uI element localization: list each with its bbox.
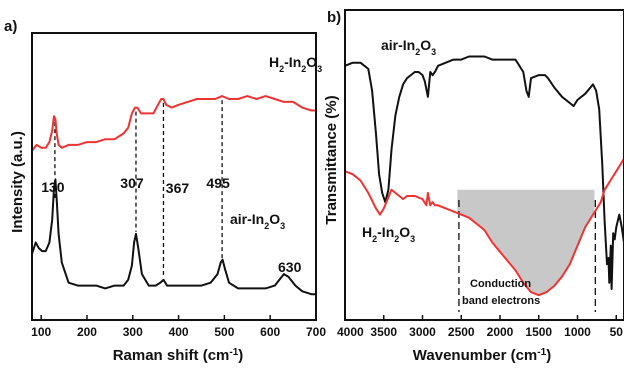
panel-b-label: b) <box>327 9 341 26</box>
panel-b-xlabel-sup: -1 <box>537 347 546 358</box>
panel-a-peak-label: 130 <box>41 179 65 195</box>
panel-b-ftir: b) Transmittance (%) Wavenumber (cm-1) 4… <box>323 9 624 364</box>
panel-b-xtick-label: 4000 <box>337 325 364 339</box>
panel-a-xlabel: Raman shift (cm-1) <box>113 347 244 365</box>
legend-air-sub2: 3 <box>280 221 285 231</box>
panel-a-series-0 <box>31 95 316 152</box>
panel-b-xtick-label: 2000 <box>487 325 514 339</box>
panel-b-frame <box>344 9 624 321</box>
panel-a-xtick-label: 700 <box>306 325 326 339</box>
legend-b-air-sub2: 3 <box>431 47 436 57</box>
panel-b-series-0 <box>344 55 624 290</box>
panel-a-peak-label: 495 <box>206 175 230 191</box>
panel-a-xtick-label: 500 <box>214 325 234 339</box>
legend-h2-sub1: 2 <box>279 64 284 74</box>
panel-a-xlabel-text: Raman shift (cm <box>113 347 230 364</box>
panel-a-peak-label: 367 <box>166 180 190 196</box>
legend-b-h2-sub1: 2 <box>372 234 377 244</box>
legend-b-air-mid: O <box>420 37 431 53</box>
legend-h2-sub2: 2 <box>301 64 306 74</box>
panel-a-series-1 <box>31 178 316 296</box>
panel-b-xtick-label: 3000 <box>409 325 436 339</box>
legend-h2-sub3: 3 <box>317 64 322 74</box>
legend-b-h2-sub3: 3 <box>410 234 415 244</box>
legend-b-h2-post: O <box>399 224 410 240</box>
panel-a-xtick-label: 300 <box>123 325 143 339</box>
panel-b-shaded-region <box>457 189 595 296</box>
panel-b-ylabel: Transmittance (%) <box>323 95 340 224</box>
panel-a-xtick-label: 400 <box>169 325 189 339</box>
panel-b-xlabel: Wavenumber (cm-1) <box>413 347 551 365</box>
legend-b-h2-mid: -In <box>377 224 394 240</box>
legend-h2-post: O <box>306 54 317 70</box>
panel-b-xtick-label: 2500 <box>448 325 475 339</box>
legend-air-sub1: 2 <box>264 221 269 231</box>
panel-a-legend-air: air-In2O3 <box>230 211 285 231</box>
panel-a-label: a) <box>4 18 17 35</box>
panel-a-ylabel: Intensity (a.u.) <box>9 131 26 233</box>
panel-b-annotation-band-electrons: band electrons <box>462 295 540 307</box>
panel-b-xtick-label: 50 <box>610 325 624 339</box>
panel-a-legend-h2: H2-In2O3 <box>269 54 322 74</box>
panel-a-xlabel-sup: -1 <box>229 347 238 358</box>
panel-b-xlabel-end: ) <box>546 347 551 364</box>
panel-a-peak-label: 307 <box>120 175 144 191</box>
panel-a-frame <box>31 32 317 321</box>
panel-a-xtick-label: 600 <box>260 325 280 339</box>
legend-b-h2-pre: H <box>362 224 372 240</box>
legend-h2-pre: H <box>269 54 279 70</box>
legend-h2-mid: -In <box>284 54 301 70</box>
panel-a-xlabel-end: ) <box>238 347 243 364</box>
legend-b-air-pre: air-In <box>381 37 415 53</box>
panel-b-xtick-label: 1000 <box>564 325 591 339</box>
legend-b-h2-sub2: 2 <box>394 234 399 244</box>
panel-b-legend-air: air-In2O3 <box>381 37 436 57</box>
panel-a-xtick-label: 200 <box>77 325 97 339</box>
panel-a-peak-630: 630 <box>278 259 302 275</box>
legend-air-mid: O <box>269 211 280 227</box>
panel-b-series-1 <box>344 158 624 297</box>
panel-b-legend-h2: H2-In2O3 <box>362 224 415 244</box>
panel-b-xlabel-text: Wavenumber (cm <box>413 347 537 364</box>
panel-a-raman: a) Intensity (a.u.) Raman shift (cm-1) 1… <box>4 18 326 364</box>
panel-b-xtick-label: 3500 <box>370 325 397 339</box>
panel-b-annotation-conduction: Conduction <box>470 278 531 290</box>
legend-air-pre: air-In <box>230 211 264 227</box>
panel-b-xtick-label: 1500 <box>525 325 552 339</box>
legend-b-air-sub1: 2 <box>415 47 420 57</box>
panel-a-xtick-label: 100 <box>31 325 51 339</box>
